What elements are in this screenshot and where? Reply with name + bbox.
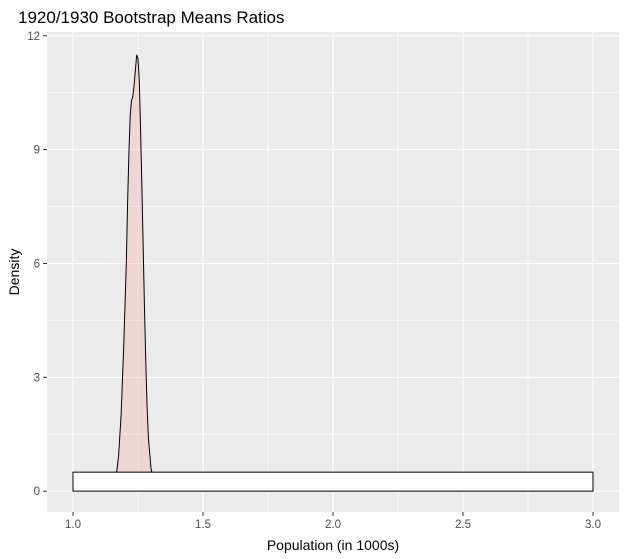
y-tick-label: 0 [34, 486, 40, 498]
x-tick-label: 1.5 [195, 519, 211, 531]
y-tick-label: 9 [34, 145, 40, 157]
data-layer [72, 54, 594, 492]
axes: 1.0 1.5 2.0 2.5 3.0 0 3 6 9 12 [27, 31, 601, 531]
y-axis-title: Density [6, 249, 22, 296]
x-tick-label: 3.0 [585, 519, 601, 531]
density-area [113, 54, 172, 492]
x-tick-label: 2.5 [455, 519, 471, 531]
x-tick-label: 1.0 [65, 519, 81, 531]
y-tick-label: 3 [34, 372, 40, 384]
y-tick-label: 6 [34, 258, 40, 270]
x-tick-label: 2.0 [325, 519, 341, 531]
y-tick-label: 12 [27, 31, 40, 43]
boxplot-box [72, 471, 594, 492]
x-axis-title: Population (in 1000s) [267, 537, 399, 553]
chart-title: 1920/1930 Bootstrap Means Ratios [18, 8, 285, 27]
